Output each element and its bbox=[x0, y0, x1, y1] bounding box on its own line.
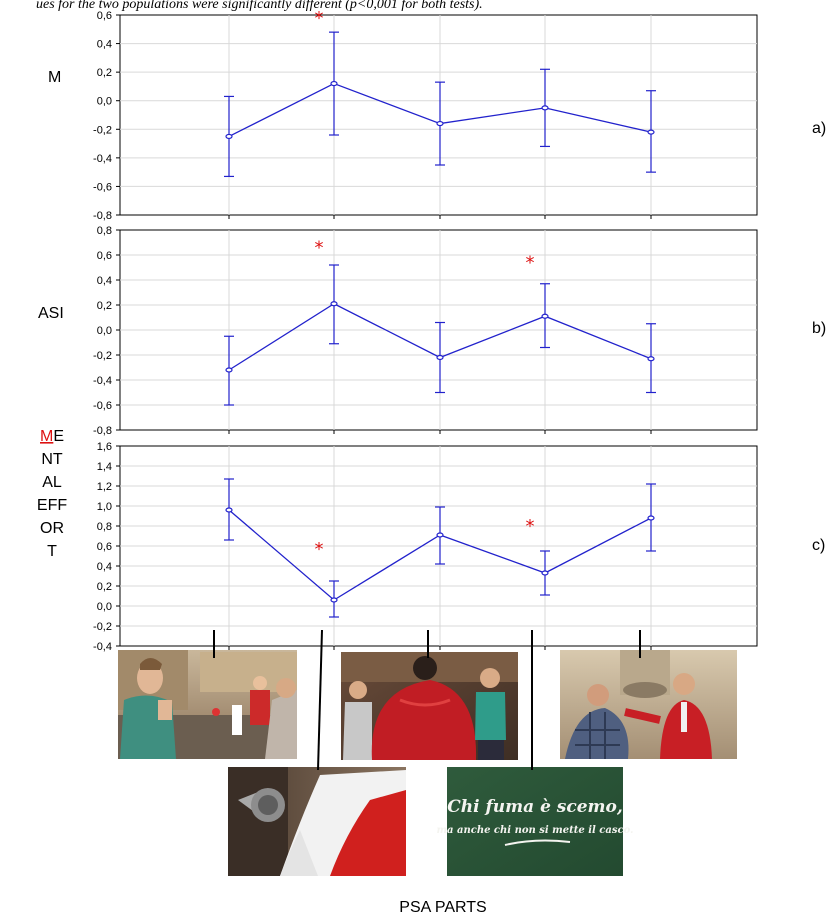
y-tick-label: -0,4 bbox=[93, 375, 112, 387]
y-axis-label-line: T bbox=[47, 543, 57, 560]
data-point bbox=[436, 120, 444, 127]
y-tick-label: -0,2 bbox=[93, 621, 112, 633]
x-axis-label: PSA PARTS bbox=[399, 899, 486, 916]
y-tick-label: -0,6 bbox=[93, 181, 112, 193]
chart-panel-3: -0,4 -0,2 0,0 0,2 0,4 0,6 0,8 1,0 1,2 1,4 1,6 * * ME N… bbox=[37, 428, 825, 653]
y-axis: -0,4 -0,2 0,0 0,2 0,4 0,6 0,8 1,0 1,2 1,4 1,6 bbox=[93, 441, 652, 653]
psa-photo-5 bbox=[560, 650, 737, 759]
data-point bbox=[330, 597, 338, 603]
y-tick-label: 0,6 bbox=[97, 541, 112, 553]
y-tick-label: 0,0 bbox=[97, 325, 112, 337]
y-axis-label-line: OR bbox=[40, 520, 64, 537]
data-point bbox=[330, 301, 338, 307]
data-point bbox=[647, 129, 655, 135]
y-tick-label: -0,4 bbox=[93, 153, 112, 165]
y-tick-label: 0,4 bbox=[97, 39, 112, 51]
data-point bbox=[647, 356, 655, 362]
y-axis-label-line: EFF bbox=[37, 497, 67, 514]
y-tick-label: -0,2 bbox=[93, 350, 112, 362]
figure-caption: ues for the two populations were signifi… bbox=[36, 0, 483, 12]
psa-photo-2 bbox=[228, 767, 406, 876]
y-tick-label: -0,2 bbox=[93, 124, 112, 136]
y-axis-label: ASI bbox=[38, 305, 64, 322]
y-tick-label: 0,2 bbox=[97, 300, 112, 312]
series-line-group bbox=[224, 478, 656, 618]
y-tick-label: 1,6 bbox=[97, 441, 112, 453]
psa-photo-3 bbox=[341, 652, 518, 760]
data-point bbox=[647, 515, 655, 521]
y-tick-label: 1,4 bbox=[97, 461, 112, 473]
y-tick-label: -0,8 bbox=[93, 210, 112, 222]
psa-photo-4: Chi fuma è scemo, ma anche chi non si me… bbox=[436, 767, 634, 876]
y-axis: -0,8 -0,6 -0,4 -0,2 0,0 0,2 0,4 0,6 bbox=[93, 10, 652, 222]
y-tick-label: 0,2 bbox=[97, 67, 112, 79]
data-point bbox=[541, 313, 549, 319]
data-point bbox=[225, 133, 233, 140]
y-tick-label: 0,4 bbox=[97, 275, 112, 287]
y-tick-label: -0,6 bbox=[93, 400, 112, 412]
data-point bbox=[330, 80, 338, 87]
significance-marker: * bbox=[526, 516, 535, 537]
y-tick-label: 1,2 bbox=[97, 481, 112, 493]
chart-panel-1: -0,8 -0,6 -0,4 -0,2 0,0 0,2 0,4 0,6 * Ma) bbox=[48, 8, 826, 222]
photo-connectors bbox=[213, 629, 641, 771]
y-tick-label: -0,8 bbox=[93, 425, 112, 437]
y-tick-label: 0,6 bbox=[97, 250, 112, 262]
data-point bbox=[225, 367, 233, 373]
y-tick-label: 0,0 bbox=[97, 96, 112, 108]
chalk-text-line-2: ma anche chi non si mette il casco. bbox=[436, 825, 633, 836]
chalk-text-line-1: Chi fuma è scemo, bbox=[447, 797, 623, 817]
y-axis-label-line: ME bbox=[40, 428, 64, 445]
y-tick-label: 0,0 bbox=[97, 601, 112, 613]
psa-photos: Chi fuma è scemo, ma anche chi non si me… bbox=[118, 650, 737, 876]
chart-panel-2: -0,8 -0,6 -0,4 -0,2 0,0 0,2 0,4 0,6 0,8 * * ASI b) bbox=[38, 225, 826, 437]
y-axis-label-line: AL bbox=[42, 474, 62, 491]
data-point bbox=[436, 354, 444, 361]
significance-marker: * bbox=[315, 8, 324, 29]
data-point bbox=[436, 532, 444, 538]
data-point bbox=[541, 105, 549, 111]
panel-letter: a) bbox=[812, 120, 826, 137]
y-axis-label: M bbox=[48, 69, 61, 86]
y-tick-label: 0,4 bbox=[97, 561, 112, 573]
psa-photo-1 bbox=[118, 650, 297, 759]
series-line-group bbox=[224, 31, 656, 178]
panel-letter: b) bbox=[812, 320, 826, 337]
y-tick-label: -0,4 bbox=[93, 641, 112, 653]
data-point bbox=[225, 507, 233, 513]
data-point bbox=[541, 570, 549, 576]
significance-marker: * bbox=[315, 238, 324, 259]
y-tick-label: 0,8 bbox=[97, 225, 112, 237]
y-tick-label: 0,6 bbox=[97, 10, 112, 22]
significance-marker: * bbox=[315, 539, 324, 560]
y-axis: -0,8 -0,6 -0,4 -0,2 0,0 0,2 0,4 0,6 0,8 bbox=[93, 225, 652, 437]
y-tick-label: 1,0 bbox=[97, 501, 112, 513]
y-tick-label: 0,8 bbox=[97, 521, 112, 533]
plot-frame bbox=[119, 14, 758, 216]
significance-marker: * bbox=[526, 253, 535, 274]
y-axis-label-line: NT bbox=[41, 451, 63, 468]
series-line-group bbox=[224, 264, 656, 406]
panel-letter: c) bbox=[812, 537, 825, 554]
y-tick-label: 0,2 bbox=[97, 581, 112, 593]
chart-panels: -0,8 -0,6 -0,4 -0,2 0,0 0,2 0,4 0,6 * Ma) -0,8 -0,6… bbox=[37, 8, 826, 653]
